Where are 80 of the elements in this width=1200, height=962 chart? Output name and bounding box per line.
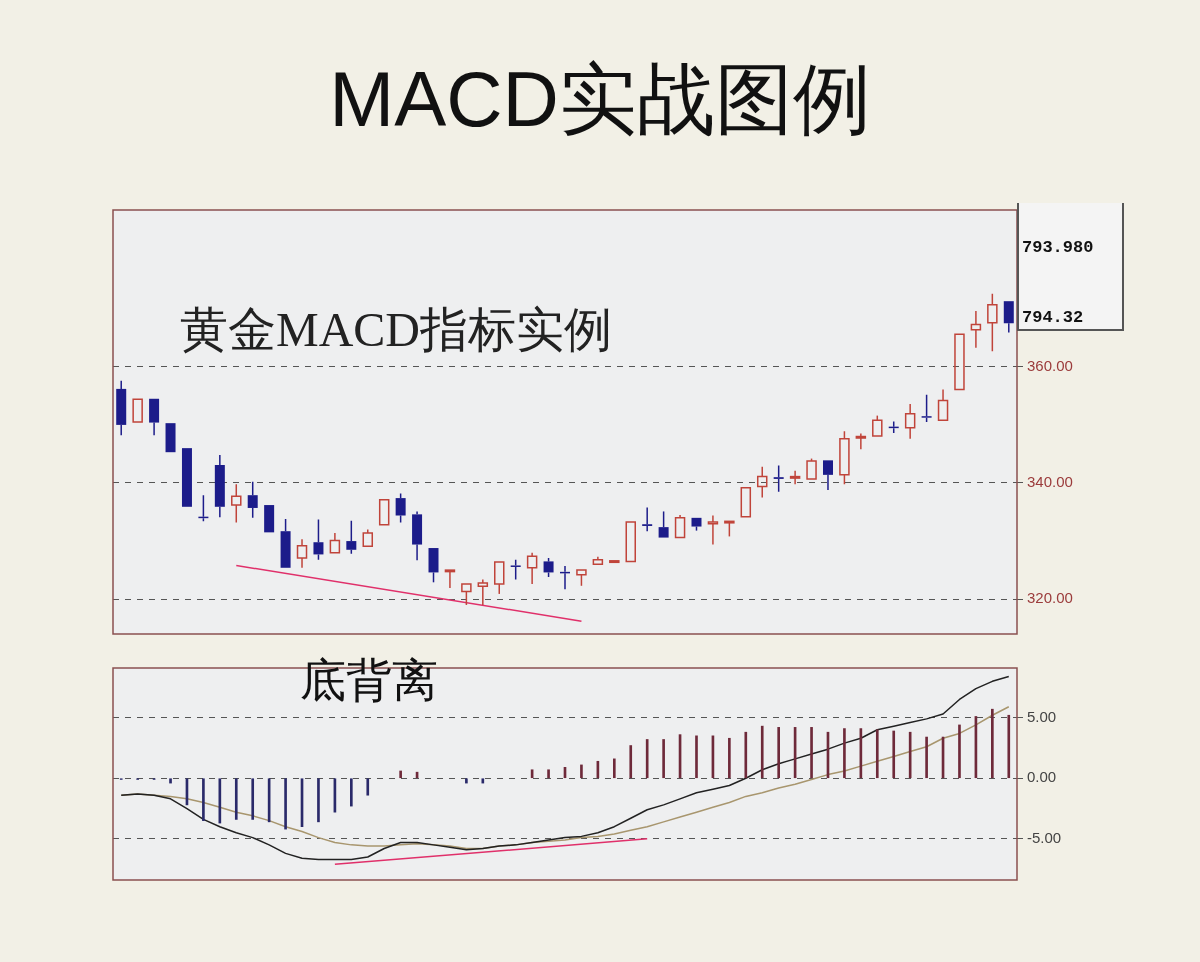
text: 793.980	[1022, 238, 1094, 257]
bar	[695, 735, 698, 779]
candlestick	[362, 528, 374, 548]
bar	[925, 736, 928, 779]
bar	[481, 778, 485, 784]
candlestick	[970, 310, 982, 349]
candlestick	[904, 403, 916, 440]
bar	[580, 764, 583, 779]
candlestick	[444, 569, 456, 589]
candlestick	[937, 388, 949, 422]
y-tick-label: 320.00	[1027, 589, 1073, 607]
candlestick	[165, 423, 176, 453]
y-tick-label: 0.00	[1027, 768, 1057, 786]
bar	[843, 728, 846, 779]
bar	[958, 724, 961, 779]
bar	[612, 758, 616, 779]
candlestick	[822, 460, 833, 491]
candlestick	[231, 483, 242, 524]
candlestick	[855, 432, 867, 451]
text: 794.32	[1022, 308, 1084, 327]
candlestick	[510, 558, 521, 581]
y-tick-label: -5.00	[1027, 828, 1062, 846]
candlestick	[477, 578, 489, 606]
candlestick	[789, 470, 801, 485]
bar	[251, 778, 255, 820]
candlestick	[247, 481, 258, 519]
candlestick	[329, 532, 341, 554]
candlestick	[181, 448, 192, 507]
bar	[350, 778, 353, 807]
candlestick	[773, 464, 784, 493]
bar	[366, 778, 370, 796]
candlestick	[149, 398, 160, 437]
bar	[284, 778, 287, 830]
y-tick-label: 5.00	[1027, 707, 1057, 725]
candlestick	[313, 518, 324, 561]
bar	[234, 778, 238, 820]
bar	[875, 729, 879, 779]
bar	[777, 727, 780, 779]
bar	[728, 737, 731, 779]
candlestick	[954, 333, 965, 391]
candlestick	[592, 556, 604, 566]
candlestick	[116, 380, 127, 437]
bar	[991, 708, 994, 779]
candlestick	[642, 506, 653, 532]
candlestick	[132, 398, 143, 423]
candlestick	[674, 514, 686, 539]
candlestick	[378, 499, 390, 526]
candlestick	[264, 505, 275, 533]
candlestick	[1003, 301, 1014, 334]
bar	[629, 745, 633, 779]
candlestick	[296, 538, 308, 569]
candlestick	[214, 454, 225, 519]
bar	[1007, 714, 1011, 779]
y-tick-label: 340.00	[1027, 473, 1073, 491]
candlestick	[707, 514, 719, 546]
y-tick-label: 360.00	[1027, 356, 1073, 374]
bar	[547, 769, 550, 779]
chart-title: MACD实战图例	[328, 54, 872, 145]
bar	[744, 731, 748, 779]
bar	[399, 770, 402, 779]
bar	[169, 778, 172, 784]
bar	[662, 739, 665, 779]
candlestick	[740, 486, 752, 518]
bar	[810, 727, 813, 779]
bar	[760, 725, 764, 779]
annotation: 黄金MACD指标实例	[180, 302, 613, 358]
candlestick	[987, 292, 998, 352]
bar	[645, 739, 649, 779]
candlestick	[625, 521, 636, 563]
candlestick	[609, 560, 620, 564]
candlestick	[756, 465, 768, 499]
candlestick	[412, 510, 423, 561]
bar	[892, 730, 896, 779]
bar	[465, 778, 468, 784]
annotation: 底背离	[300, 654, 438, 708]
candlestick	[526, 551, 538, 585]
candlestick	[346, 519, 357, 555]
bar	[317, 778, 320, 823]
candlestick	[921, 393, 932, 423]
bar	[202, 778, 205, 821]
